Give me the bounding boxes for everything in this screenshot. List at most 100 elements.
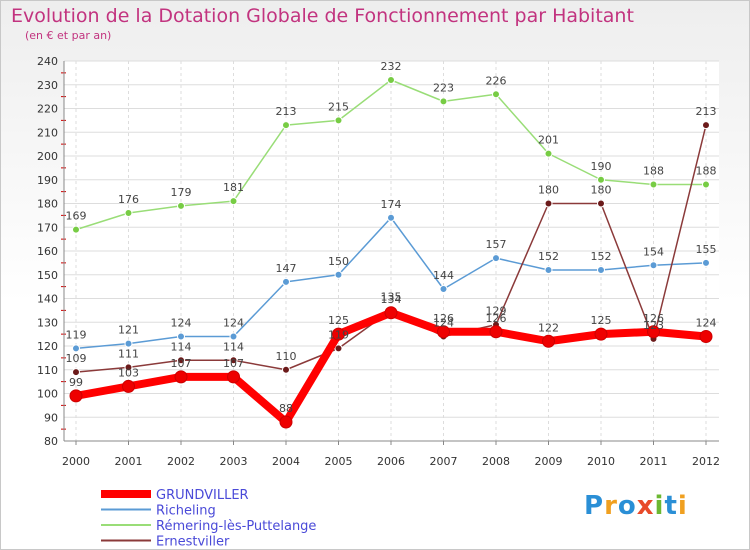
data-point xyxy=(542,334,555,348)
y-tick-label: 140 xyxy=(37,293,58,306)
data-label: 157 xyxy=(486,238,507,251)
logo-letter: i xyxy=(654,491,665,521)
data-point xyxy=(699,330,713,343)
x-tick-label: 2009 xyxy=(535,455,563,468)
y-tick-label: 240 xyxy=(37,55,58,68)
data-label: 155 xyxy=(696,243,717,256)
data-label: 176 xyxy=(118,193,139,206)
data-point xyxy=(72,368,80,377)
data-label: 201 xyxy=(538,134,559,147)
data-point xyxy=(124,363,133,372)
data-point xyxy=(439,285,448,293)
y-tick-label: 110 xyxy=(37,364,58,377)
data-label: 174 xyxy=(381,198,402,211)
data-label: 126 xyxy=(433,312,454,325)
data-label: 88 xyxy=(279,402,293,415)
chart-title: Evolution de la Dotation Globale de Fonc… xyxy=(11,5,634,27)
data-point xyxy=(702,121,710,130)
data-label: 126 xyxy=(643,312,664,325)
data-label: 119 xyxy=(328,328,349,341)
x-tick-label: 2010 xyxy=(587,455,615,468)
y-tick-label: 230 xyxy=(37,79,58,92)
legend-label: Ernestviller xyxy=(156,535,230,550)
data-label: 126 xyxy=(486,312,507,325)
data-point xyxy=(649,261,658,270)
y-tick-label: 160 xyxy=(37,245,58,258)
y-tick-label: 220 xyxy=(37,103,58,116)
data-point xyxy=(492,90,500,99)
data-label: 125 xyxy=(591,314,612,327)
data-point xyxy=(72,344,80,353)
data-label: 111 xyxy=(118,347,139,360)
data-point xyxy=(177,356,185,365)
data-label: 124 xyxy=(433,317,454,330)
data-label: 226 xyxy=(486,74,507,87)
data-label: 188 xyxy=(696,165,717,178)
y-tick-label: 120 xyxy=(37,340,58,353)
data-point xyxy=(282,121,290,130)
data-point xyxy=(334,344,343,353)
data-point xyxy=(492,254,500,263)
proxiti-logo: Proxiti xyxy=(584,491,688,521)
data-point xyxy=(597,175,605,184)
x-tick-label: 2012 xyxy=(692,455,720,468)
legend-label: Richeling xyxy=(156,504,216,519)
data-label: 213 xyxy=(696,105,717,118)
data-label: 147 xyxy=(276,262,297,275)
x-tick-label: 2007 xyxy=(430,455,458,468)
x-tick-label: 2002 xyxy=(167,455,195,468)
data-point xyxy=(69,389,83,403)
data-label: 144 xyxy=(433,269,454,282)
y-tick-label: 190 xyxy=(37,174,58,187)
data-label: 152 xyxy=(538,250,559,263)
logo-letter: o xyxy=(617,491,637,521)
data-label: 103 xyxy=(118,366,139,379)
data-label: 107 xyxy=(171,357,192,370)
x-tick-label: 2001 xyxy=(115,455,143,468)
x-tick-label: 2000 xyxy=(62,455,90,468)
data-point xyxy=(387,213,395,222)
data-label: 109 xyxy=(66,352,87,365)
data-label: 125 xyxy=(328,314,349,327)
data-point xyxy=(227,370,240,384)
logo-letter: i xyxy=(677,491,688,521)
data-point xyxy=(72,225,80,234)
y-tick-label: 90 xyxy=(44,411,58,424)
data-point xyxy=(177,201,185,210)
y-tick-label: 170 xyxy=(37,221,58,234)
data-label: 223 xyxy=(433,81,454,94)
logo-letter: P xyxy=(584,491,605,521)
data-point xyxy=(647,325,660,339)
data-label: 121 xyxy=(118,324,139,337)
data-label: 154 xyxy=(643,245,664,258)
data-point xyxy=(544,199,553,208)
data-label: 134 xyxy=(381,293,402,306)
data-point xyxy=(124,209,133,217)
data-label: 135 xyxy=(381,290,402,303)
data-label: 215 xyxy=(328,100,349,113)
data-point xyxy=(649,180,658,189)
x-tick-label: 2003 xyxy=(220,455,248,468)
data-point xyxy=(282,365,290,374)
data-label: 99 xyxy=(69,376,83,389)
x-tick-label: 2006 xyxy=(377,455,405,468)
data-point xyxy=(489,325,503,339)
data-label: 114 xyxy=(171,340,192,353)
data-point xyxy=(177,332,185,341)
logo-letter: t xyxy=(664,491,678,521)
y-tick-label: 130 xyxy=(37,316,58,329)
data-label: 181 xyxy=(223,181,244,194)
data-label: 232 xyxy=(381,60,402,73)
data-label: 114 xyxy=(223,340,244,353)
data-point xyxy=(594,327,608,341)
data-label: 123 xyxy=(643,319,664,332)
chart-subtitle: (en € et par an) xyxy=(25,29,112,42)
logo-letter: x xyxy=(636,491,655,521)
data-label: 152 xyxy=(591,250,612,263)
data-point xyxy=(334,270,343,279)
x-tick-label: 2011 xyxy=(640,455,668,468)
data-point xyxy=(174,370,188,384)
data-label: 179 xyxy=(171,186,192,199)
